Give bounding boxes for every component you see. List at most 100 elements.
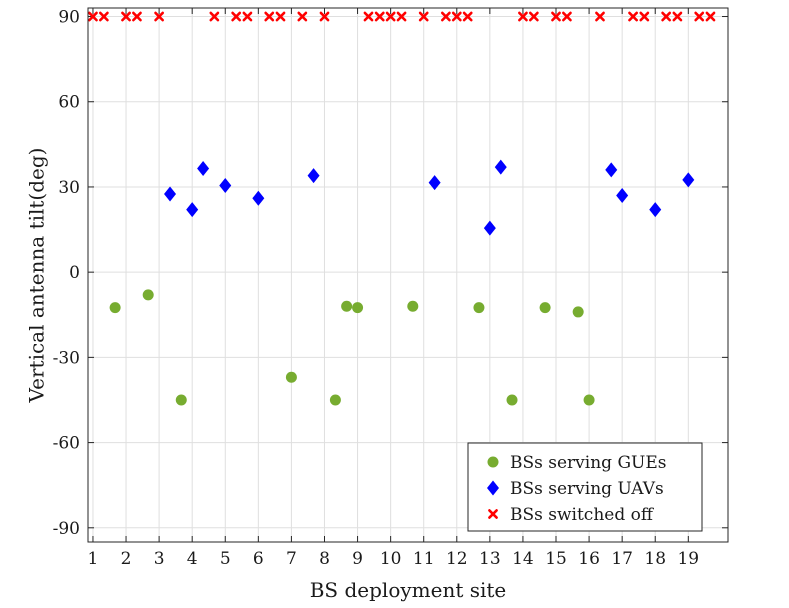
y-tick-label: 60 — [58, 93, 80, 113]
x-stroke — [363, 11, 374, 22]
switched-off-point — [562, 11, 572, 22]
uav-point — [649, 202, 662, 218]
switched-off-point — [451, 11, 462, 22]
switched-off-point — [551, 11, 561, 22]
x-stroke — [319, 11, 330, 22]
switched-off-point — [628, 11, 638, 22]
x-tick-label: 15 — [545, 549, 567, 569]
gue-point — [341, 300, 353, 312]
x-stroke — [562, 11, 572, 22]
legend-label: BSs switched off — [510, 505, 655, 525]
x-tick-label: 16 — [578, 549, 600, 569]
switched-off-point — [231, 11, 242, 22]
x-stroke — [518, 11, 528, 22]
legend-label: BSs serving UAVs — [510, 479, 664, 499]
gue-point — [352, 302, 364, 314]
uav-point — [494, 159, 507, 175]
uav-point — [605, 162, 618, 178]
x-tick-label: 6 — [253, 549, 264, 569]
uav-point — [428, 175, 441, 191]
y-tick-label: 0 — [69, 263, 80, 283]
x-stroke — [672, 11, 683, 22]
uav-point — [164, 186, 177, 202]
switched-off-point — [209, 11, 220, 22]
x-stroke — [88, 11, 98, 22]
y-tick-label: 30 — [58, 178, 80, 198]
switched-off-point — [672, 11, 683, 22]
data-points — [88, 11, 716, 406]
x-tick-label: 2 — [121, 549, 132, 569]
x-tick-label: 19 — [677, 549, 699, 569]
x-stroke — [396, 11, 407, 22]
x-stroke — [154, 11, 165, 22]
x-tick-label: 7 — [286, 549, 297, 569]
x-tick-label: 9 — [352, 549, 363, 569]
x-stroke — [231, 11, 242, 22]
gue-point — [583, 394, 595, 406]
switched-off-point — [98, 11, 109, 22]
x-stroke — [275, 11, 286, 22]
x-stroke — [694, 11, 705, 22]
legend-label: BSs serving GUEs — [510, 453, 667, 473]
legend-box — [467, 442, 703, 532]
x-stroke — [297, 11, 308, 22]
x-tick-label: 1 — [88, 549, 99, 569]
x-stroke — [705, 11, 716, 22]
switched-off-point — [88, 11, 98, 22]
x-stroke — [595, 11, 605, 22]
legend-marker — [488, 509, 498, 519]
x-tick-label: 8 — [319, 549, 330, 569]
switched-off-point — [595, 11, 605, 22]
switched-off-point — [363, 11, 374, 22]
x-tick-label: 14 — [512, 549, 534, 569]
x-stroke — [661, 11, 672, 22]
uav-point — [197, 160, 210, 176]
uav-point — [186, 202, 199, 218]
gue-point — [572, 306, 584, 318]
legend: BSs serving GUEs BSs serving UAVs BSs swit… — [467, 442, 703, 532]
tick-labels: 1 2 3 4 5 6 7 8 9 10 11 12 13 14 15 16 17 18 19-90-60-3003… — [53, 8, 700, 569]
gue-point — [175, 394, 187, 406]
x-stroke — [242, 11, 253, 22]
y-axis-title: Vertical antenna tilt(deg) — [25, 148, 49, 404]
switched-off-point — [440, 11, 451, 22]
x-stroke — [121, 11, 131, 22]
gue-point — [539, 302, 551, 314]
switched-off-point — [242, 11, 253, 22]
legend-marker — [487, 480, 499, 496]
x-tick-label: 12 — [446, 549, 468, 569]
switched-off-point — [154, 11, 165, 22]
x-tick-label: 3 — [154, 549, 165, 569]
x-stroke — [209, 11, 220, 22]
gue-point — [285, 371, 297, 383]
switched-off-point — [528, 11, 539, 22]
x-stroke — [488, 509, 498, 519]
x-stroke — [551, 11, 561, 22]
uav-point — [483, 220, 496, 236]
x-stroke — [264, 11, 275, 22]
x-stroke — [451, 11, 462, 22]
uav-point — [682, 172, 695, 188]
switched-off-point — [264, 11, 275, 22]
y-tick-label: 90 — [58, 8, 80, 28]
x-tick-label: 5 — [220, 549, 231, 569]
switched-off-point — [297, 11, 308, 22]
switched-off-point — [319, 11, 330, 22]
x-tick-label: 18 — [644, 549, 666, 569]
switched-off-point — [385, 11, 396, 22]
switched-off-point — [275, 11, 286, 22]
x-axis-title: BS deployment site — [310, 578, 507, 602]
switched-off-point — [132, 11, 142, 22]
x-tick-label: 4 — [187, 549, 198, 569]
switched-off-point — [121, 11, 131, 22]
x-stroke — [132, 11, 142, 22]
x-stroke — [528, 11, 539, 22]
x-tick-label: 10 — [380, 549, 402, 569]
x-stroke — [418, 11, 429, 22]
gue-point — [142, 289, 154, 301]
switched-off-point — [639, 11, 650, 22]
gue-point — [407, 300, 419, 312]
x-tick-label: 17 — [611, 549, 633, 569]
gue-point — [506, 394, 518, 406]
uav-point — [219, 178, 232, 194]
